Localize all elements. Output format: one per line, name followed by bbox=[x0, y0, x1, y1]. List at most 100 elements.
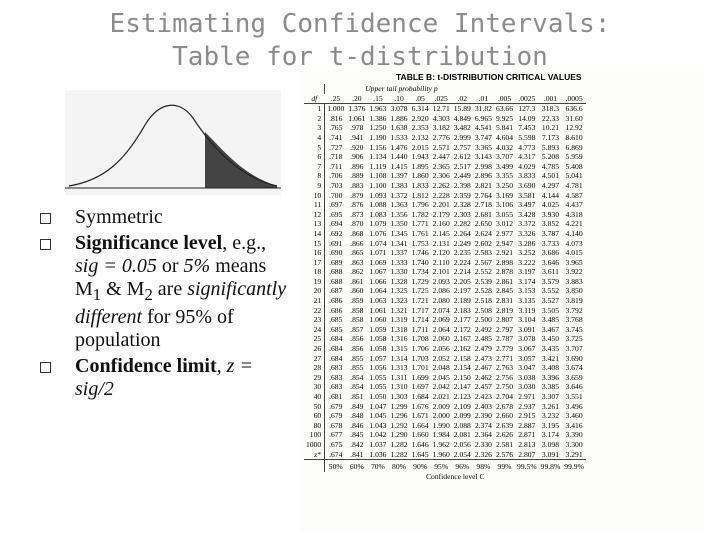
cell: 1.282 bbox=[390, 439, 408, 449]
cell: 1.386 bbox=[369, 113, 387, 123]
cell: 1.063 bbox=[369, 296, 387, 306]
df-cell: 6 bbox=[304, 152, 326, 162]
cell: 3.707 bbox=[495, 152, 514, 162]
cell: 4.501 bbox=[541, 171, 560, 181]
cell: 2.021 bbox=[432, 392, 450, 401]
df-cell: 29 bbox=[304, 372, 326, 383]
cell: 2.214 bbox=[453, 267, 471, 277]
cell: 3.505 bbox=[541, 305, 560, 315]
cell: 2.197 bbox=[453, 286, 471, 296]
cell: 1.057 bbox=[369, 353, 387, 363]
header-row: df .25.20.15.10.05.025.02.01.005.0025.001… bbox=[304, 93, 586, 105]
cell: 1.250 bbox=[369, 123, 387, 133]
column-header: .10 bbox=[388, 93, 410, 105]
cell: 2.158 bbox=[453, 353, 471, 363]
cell: 1.676 bbox=[411, 401, 429, 411]
cell: 1.638 bbox=[390, 123, 408, 133]
cell: 10.21 bbox=[541, 123, 560, 133]
confidence-label: Confidence level C bbox=[425, 471, 485, 481]
cell: 4.140 bbox=[565, 228, 583, 238]
cell: 2.473 bbox=[474, 353, 492, 363]
cell: 2.779 bbox=[495, 344, 514, 354]
cell: 5.893 bbox=[541, 142, 560, 152]
cell: 2.056 bbox=[453, 439, 471, 449]
cell: 1.071 bbox=[369, 248, 387, 258]
cell: 1.042 bbox=[369, 430, 387, 440]
cell: 2.764 bbox=[474, 190, 492, 200]
table-row: 30.683 .854 1.055 1.310 1.697 2.042 2.147 2.457… bbox=[304, 382, 586, 392]
df-cell: 30 bbox=[304, 382, 326, 392]
cell: 4.318 bbox=[565, 209, 583, 219]
cell: 1.100 bbox=[369, 180, 387, 190]
cell: 1.190 bbox=[369, 132, 387, 142]
cell: 1.311 bbox=[390, 372, 408, 382]
df-cell: 25 bbox=[304, 334, 326, 345]
cell: 2.757 bbox=[453, 142, 471, 152]
table-row: 9.703.883 1.100 1.383 1.833 2.262 2.398 2.821 3… bbox=[304, 180, 586, 191]
df-cell: 22 bbox=[304, 305, 326, 316]
table-row: 16.690 .865 1.071 1.337 1.746 2.120 2.235 2.583… bbox=[304, 248, 586, 258]
cell: 1.706 bbox=[411, 344, 429, 354]
df-cell: 2 bbox=[304, 113, 326, 124]
cell: 1.729 bbox=[411, 276, 429, 286]
cell: 1.316 bbox=[390, 334, 408, 344]
cell: 4.604 bbox=[495, 132, 514, 142]
cell: 1.321 bbox=[390, 305, 408, 315]
column-header: .02 bbox=[451, 93, 473, 105]
df-cell: 50 bbox=[304, 401, 326, 412]
table-caption: TABLE B: t-DISTRIBUTION CRITICAL VALUES bbox=[396, 72, 582, 82]
cell: 1.376 bbox=[348, 104, 366, 114]
table-row: 17.689 .863 1.069 1.333 1.740 2.110 2.224 2.567… bbox=[304, 257, 586, 268]
table-row: 22.686 .858 1.061 1.321 1.717 2.074 2.183 2.508… bbox=[304, 305, 586, 316]
confidence-cell: 99.8% bbox=[538, 459, 563, 472]
cell: .856 bbox=[350, 334, 364, 344]
cell: 3.428 bbox=[518, 209, 536, 219]
table-row: 100.677 .845 1.042 1.290 1.660 1.984 2.081 2.36… bbox=[304, 430, 586, 440]
cell: .842 bbox=[350, 439, 364, 449]
df-cell: 11 bbox=[304, 200, 326, 210]
cell: 31.82 bbox=[474, 104, 492, 114]
cell: 3.686 bbox=[541, 248, 560, 258]
cell: .683 bbox=[329, 372, 343, 382]
cell: 2.056 bbox=[432, 344, 450, 354]
confidence-cell: 99.5% bbox=[515, 459, 539, 472]
cell: .681 bbox=[329, 392, 343, 401]
cell: .868 bbox=[350, 228, 364, 238]
cell: 2.457 bbox=[474, 382, 492, 392]
cell: .848 bbox=[350, 411, 364, 421]
cell: 1.108 bbox=[369, 171, 387, 181]
cell: 1.047 bbox=[369, 401, 387, 411]
cell: 2.365 bbox=[432, 161, 450, 171]
cell: 2.205 bbox=[453, 276, 471, 286]
cell: 15.89 bbox=[453, 104, 471, 114]
df-cell: 26 bbox=[304, 344, 326, 354]
cell: .679 bbox=[329, 401, 343, 411]
cell: 1.050 bbox=[369, 392, 387, 401]
cell: 2.224 bbox=[453, 257, 471, 267]
cell: 3.355 bbox=[495, 171, 514, 181]
cell: 2.132 bbox=[411, 132, 429, 142]
df-cell: 17 bbox=[304, 257, 326, 268]
cell: .873 bbox=[350, 209, 364, 219]
df-cell: 10 bbox=[304, 190, 326, 201]
cell: 3.552 bbox=[541, 286, 560, 296]
cell: 2.172 bbox=[453, 324, 471, 334]
cell: 1.061 bbox=[369, 305, 387, 315]
table-row: 6.718 .906 1.134 1.440 1.943 2.447 2.612 3.143 3… bbox=[304, 152, 586, 162]
cell: 1.761 bbox=[411, 228, 429, 238]
table-row: 14.692 .868 1.076 1.345 1.761 2.145 2.264 2.624… bbox=[304, 228, 586, 239]
cell: .849 bbox=[350, 401, 364, 411]
cell: 6.314 bbox=[411, 104, 429, 114]
cell: 2.201 bbox=[432, 200, 450, 210]
cell: .697 bbox=[329, 200, 343, 210]
cell: 3.326 bbox=[518, 228, 536, 238]
cell: 1.990 bbox=[432, 420, 450, 430]
cell: .686 bbox=[329, 305, 343, 315]
cell: 3.232 bbox=[541, 411, 560, 421]
df-cell: 8 bbox=[304, 171, 326, 181]
cell: 2.145 bbox=[432, 228, 450, 238]
confidence-cell: 50% bbox=[324, 459, 347, 472]
text: 2 bbox=[144, 285, 153, 304]
cell: 2.896 bbox=[474, 171, 492, 181]
cell: 3.930 bbox=[541, 209, 560, 219]
